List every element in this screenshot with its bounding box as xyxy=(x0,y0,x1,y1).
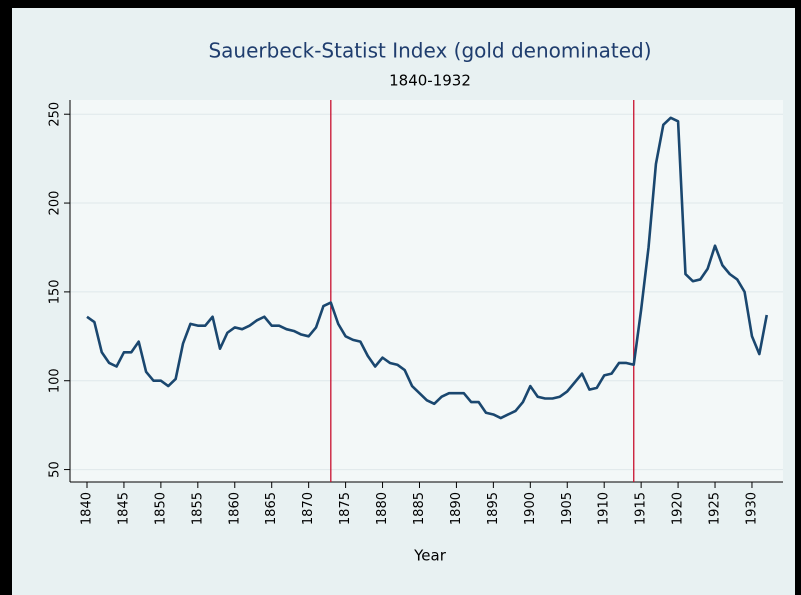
y-tick-label: 150 xyxy=(48,279,63,304)
x-tick-label: 1850 xyxy=(153,492,168,525)
x-tick-label: 1865 xyxy=(264,492,279,525)
x-tick-label: 1860 xyxy=(227,492,242,525)
x-tick-label: 1840 xyxy=(79,492,94,525)
plot-area xyxy=(70,100,783,482)
data-line xyxy=(86,116,769,420)
y-tick-label: 200 xyxy=(48,191,63,216)
y-tick-label: 100 xyxy=(48,368,63,393)
x-tick-label: 1855 xyxy=(190,492,205,525)
y-tick-label: 250 xyxy=(48,102,63,127)
x-tick-label: 1885 xyxy=(412,492,427,525)
x-axis-label: Year xyxy=(413,547,447,565)
chart-subtitle: 1840-1932 xyxy=(389,72,471,90)
x-tick-label: 1880 xyxy=(375,492,390,525)
x-tick-label: 1845 xyxy=(116,492,131,525)
y-tick-label: 50 xyxy=(48,461,63,478)
x-tick-label: 1870 xyxy=(301,492,316,525)
x-tick-label: 1920 xyxy=(671,492,686,525)
x-tick-label: 1900 xyxy=(523,492,538,525)
x-tick-label: 1915 xyxy=(634,492,649,525)
x-tick-label: 1930 xyxy=(744,492,759,525)
x-tick-label: 1875 xyxy=(338,492,353,525)
chart-title: Sauerbeck-Statist Index (gold denominate… xyxy=(208,39,651,63)
x-tick-label: 1910 xyxy=(597,492,612,525)
x-tick-label: 1905 xyxy=(560,492,575,525)
x-tick-label: 1890 xyxy=(449,492,464,525)
x-tick-label: 1925 xyxy=(708,492,723,525)
x-tick-label: 1895 xyxy=(486,492,501,525)
